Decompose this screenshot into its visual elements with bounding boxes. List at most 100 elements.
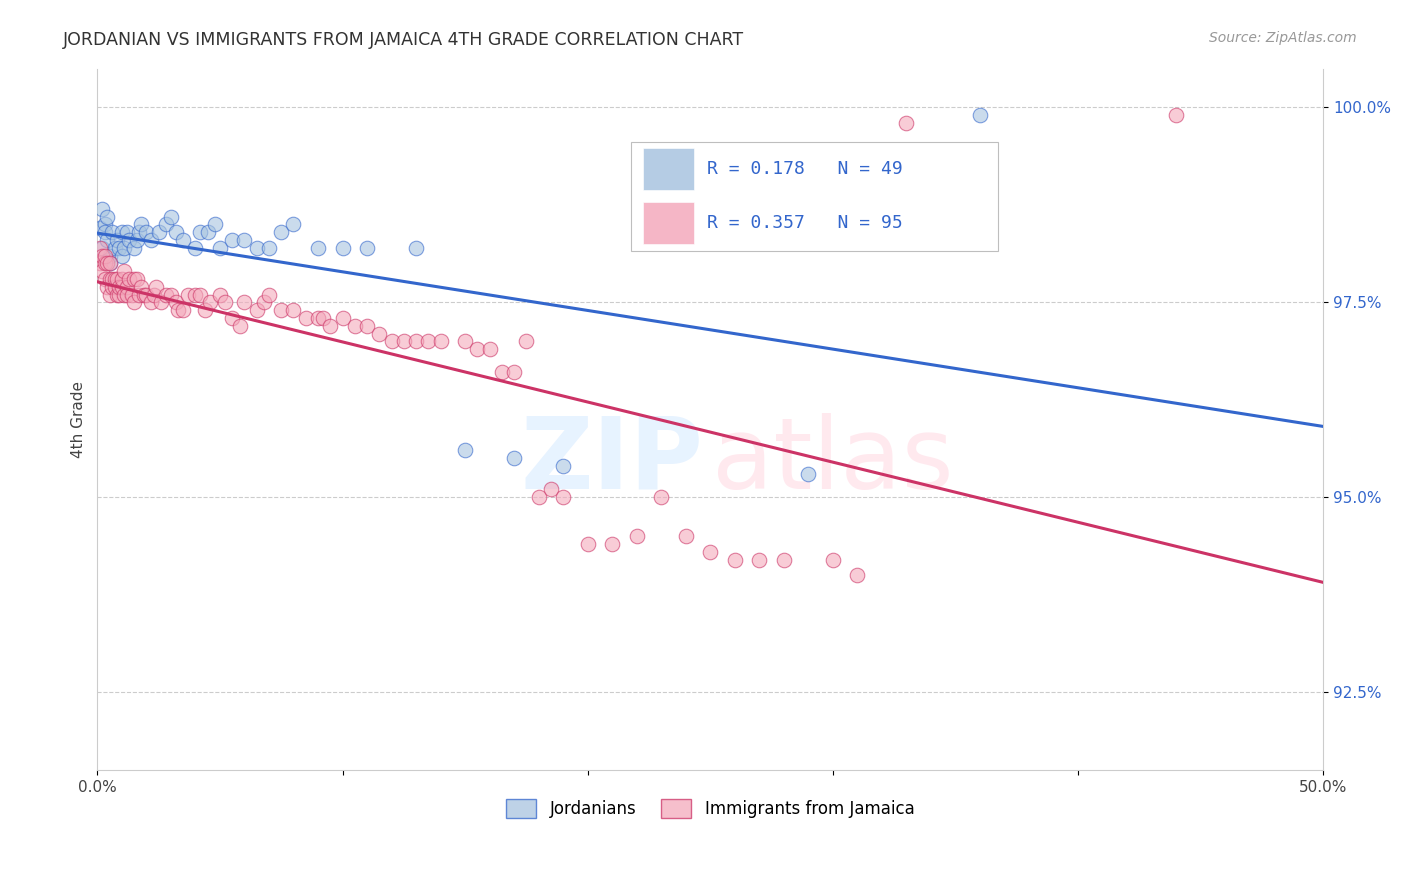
Point [91, 202, 114, 216]
Point [103, 272, 125, 286]
FancyBboxPatch shape [631, 142, 998, 251]
Point [846, 568, 869, 582]
Point [115, 287, 138, 301]
Point [478, 342, 501, 356]
Point [128, 225, 150, 239]
Point [101, 272, 124, 286]
Point [343, 318, 366, 333]
Point [257, 241, 280, 255]
Point [356, 318, 378, 333]
Point [198, 295, 221, 310]
Point [246, 303, 269, 318]
Point [115, 279, 138, 293]
Point [118, 233, 141, 247]
Point [167, 303, 190, 318]
Point [93, 249, 115, 263]
Point [228, 318, 250, 333]
Point [155, 218, 177, 232]
Point [553, 490, 575, 504]
Point [381, 334, 404, 349]
Point [132, 287, 155, 301]
Point [155, 287, 177, 301]
Point [111, 279, 134, 293]
Point [1166, 108, 1188, 122]
Point [540, 483, 562, 497]
Point [89, 221, 111, 235]
Point [96, 279, 118, 293]
Point [145, 279, 167, 293]
Point [160, 210, 183, 224]
Point [197, 225, 219, 239]
Point [356, 241, 378, 255]
Point [392, 334, 415, 349]
Point [122, 272, 145, 286]
Point [748, 552, 770, 566]
Point [527, 490, 550, 504]
Point [93, 218, 115, 232]
Point [118, 272, 141, 286]
Point [122, 241, 145, 255]
Y-axis label: 4th Grade: 4th Grade [72, 381, 86, 458]
Point [896, 116, 918, 130]
Point [89, 256, 111, 270]
Point [141, 295, 163, 310]
Point [600, 537, 623, 551]
Point [125, 272, 148, 286]
Point [576, 537, 599, 551]
Point [131, 218, 153, 232]
Point [283, 303, 305, 318]
Point [165, 225, 187, 239]
Point [103, 241, 125, 255]
Point [503, 451, 526, 466]
Point [112, 264, 135, 278]
Text: Source: ZipAtlas.com: Source: ZipAtlas.com [1209, 31, 1357, 45]
Point [969, 108, 991, 122]
Point [270, 303, 292, 318]
Point [253, 295, 276, 310]
Point [148, 225, 170, 239]
Point [91, 241, 114, 255]
Point [112, 241, 135, 255]
Point [150, 295, 173, 310]
Point [91, 264, 114, 278]
FancyBboxPatch shape [643, 148, 695, 189]
Point [650, 490, 672, 504]
Point [103, 279, 125, 293]
Point [467, 342, 489, 356]
Text: ZIP: ZIP [520, 413, 703, 510]
Point [553, 458, 575, 473]
Point [165, 295, 187, 310]
Point [283, 218, 305, 232]
Point [135, 287, 157, 301]
Point [773, 552, 796, 566]
Point [105, 233, 128, 247]
Point [141, 233, 163, 247]
Point [98, 272, 121, 286]
Point [96, 233, 118, 247]
Point [160, 287, 183, 301]
Point [233, 233, 256, 247]
Point [188, 225, 211, 239]
Point [319, 318, 342, 333]
Text: JORDANIAN VS IMMIGRANTS FROM JAMAICA 4TH GRADE CORRELATION CHART: JORDANIAN VS IMMIGRANTS FROM JAMAICA 4TH… [63, 31, 744, 49]
Point [135, 225, 157, 239]
Point [93, 272, 115, 286]
Point [184, 287, 207, 301]
Point [111, 249, 134, 263]
Point [89, 241, 111, 255]
Point [96, 256, 118, 270]
Point [675, 529, 697, 543]
Point [101, 279, 124, 293]
Text: atlas: atlas [711, 413, 953, 510]
Point [208, 241, 231, 255]
Point [332, 241, 354, 255]
Point [91, 249, 114, 263]
Point [503, 366, 526, 380]
Point [128, 287, 150, 301]
Point [105, 272, 128, 286]
Point [491, 366, 513, 380]
Point [93, 225, 115, 239]
Point [797, 467, 820, 481]
Point [172, 233, 194, 247]
Point [270, 225, 292, 239]
